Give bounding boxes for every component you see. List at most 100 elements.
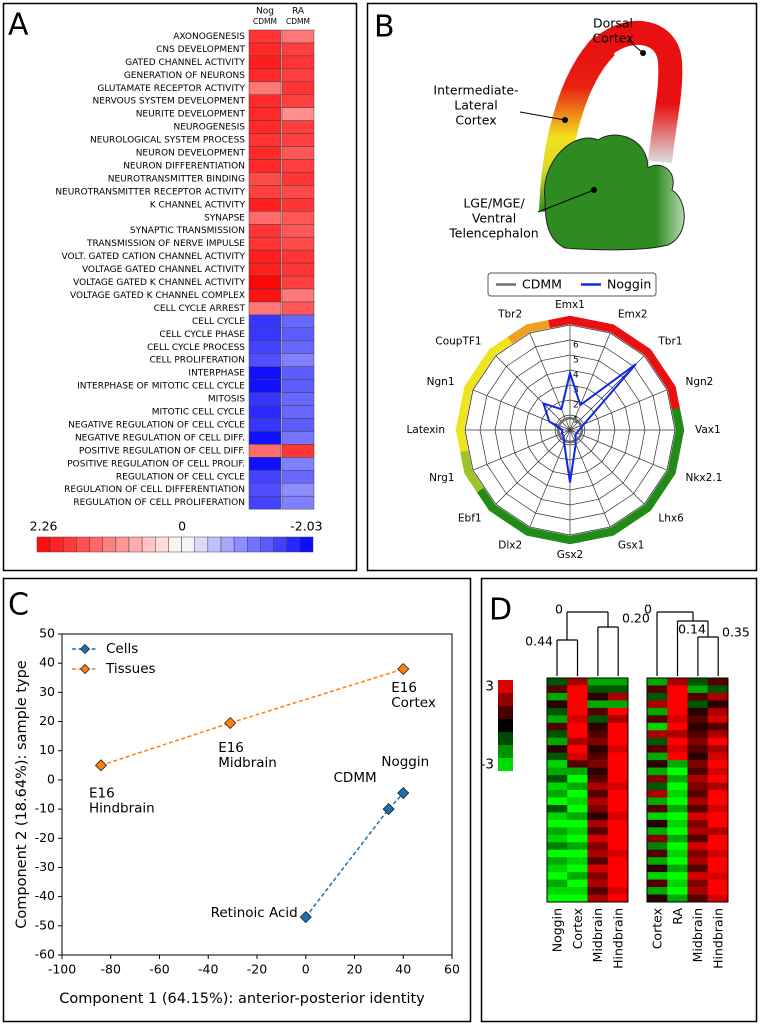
- heat-cell: [547, 722, 568, 731]
- heat-cell: [667, 857, 688, 865]
- row-label: VOLTAGE GATED K CHANNEL COMPLEX: [70, 291, 245, 301]
- colorbar-cell: [498, 732, 513, 745]
- heat-cell: [667, 872, 688, 880]
- heat-cell: [607, 834, 629, 843]
- heat-cell: [607, 849, 629, 858]
- heat-cell: [687, 760, 709, 768]
- heat-cell: [707, 894, 729, 903]
- heat-cell: [248, 172, 282, 186]
- point-label: E16: [89, 785, 115, 801]
- heat-cell: [248, 470, 282, 484]
- heat-cell: [547, 685, 568, 694]
- heat-cell: [547, 879, 568, 888]
- heat-cell: [607, 797, 629, 806]
- y-tick-label: 10: [39, 742, 55, 757]
- heat-cell: [687, 745, 709, 753]
- heat-cell: [607, 700, 629, 709]
- region-label: LGE/MGE/: [463, 196, 525, 211]
- colorbar-cell: [141, 536, 156, 553]
- category-label: CoupTF1: [435, 336, 481, 348]
- heat-cell: [567, 760, 588, 768]
- heat-cell: [248, 81, 282, 96]
- column-label: Cortex: [650, 908, 665, 949]
- heat-cell: [587, 790, 609, 798]
- heat-cell: [587, 685, 609, 694]
- heat-cell: [248, 249, 282, 264]
- heat-cell: [281, 340, 315, 354]
- column-sublabel: CDMM: [286, 17, 310, 26]
- heat-cell: [687, 752, 709, 761]
- heat-cell: [687, 782, 709, 791]
- dorsal-band: [596, 21, 683, 164]
- heat-cell: [607, 812, 629, 821]
- heat-cell: [667, 767, 688, 776]
- heat-cell: [281, 81, 315, 96]
- heat-cell: [667, 730, 688, 739]
- column-label: Hindbrain: [610, 908, 625, 969]
- heat-cell: [567, 894, 588, 903]
- heat-cell: [587, 707, 609, 716]
- heat-cell: [281, 353, 315, 367]
- dendrogram-label: 0.35: [722, 625, 750, 640]
- row-label: MITOSIS: [208, 395, 245, 405]
- heat-cell: [667, 707, 688, 716]
- row-label: CELL CYCLE: [192, 317, 245, 327]
- region-label: Intermediate-: [433, 83, 518, 98]
- radar-line: [541, 363, 637, 483]
- heat-cell: [281, 146, 315, 160]
- heat-cell: [707, 692, 729, 701]
- colorbar-cell: [128, 536, 143, 553]
- heat-cell: [587, 775, 609, 783]
- legend-label: CDMM: [522, 277, 562, 292]
- heat-cell: [547, 894, 568, 903]
- row-label: POSITIVE REGULATION OF CELL PROLIF.: [67, 459, 245, 469]
- heat-cell: [707, 707, 729, 716]
- heat-cell: [281, 366, 315, 380]
- heat-cell: [567, 819, 588, 828]
- row-label: VOLTAGE GATED CHANNEL ACTIVITY: [82, 265, 246, 275]
- data-point: [299, 910, 312, 924]
- heat-cell: [281, 211, 315, 225]
- region-ring: [589, 516, 633, 540]
- heat-cell: [647, 730, 668, 739]
- point-label: Midbrain: [218, 755, 277, 771]
- heat-cell: [248, 431, 282, 445]
- heat-cell: [587, 864, 609, 873]
- legend-label: Noggin: [607, 277, 651, 292]
- heat-cell: [547, 692, 568, 701]
- heat-cell: [281, 470, 315, 484]
- heat-cell: [587, 804, 609, 813]
- heat-cell: [687, 849, 709, 858]
- heat-cell: [667, 849, 688, 858]
- heat-cell: [281, 314, 315, 329]
- heat-cell: [281, 392, 315, 406]
- heat-cell: [281, 159, 315, 173]
- heat-cell: [687, 692, 709, 701]
- heat-cell: [248, 236, 282, 251]
- heat-cell: [667, 722, 688, 731]
- heat-cell: [248, 94, 282, 108]
- heatmap-frame: [646, 677, 729, 903]
- heat-cell: [687, 812, 709, 821]
- heat-cell: [547, 775, 568, 783]
- heat-cell: [647, 879, 668, 888]
- heat-cell: [707, 827, 729, 836]
- region-label: Cortex: [592, 31, 633, 46]
- heat-cell: [281, 457, 315, 471]
- heat-cell: [567, 730, 588, 739]
- data-point: [224, 716, 237, 730]
- region-ring: [507, 320, 551, 344]
- row-label: CELL PROLIFERATION: [150, 356, 245, 366]
- row-label: VOLTAGE GATED K CHANNEL ACTIVITY: [73, 278, 245, 288]
- heat-cell: [687, 737, 709, 746]
- heat-cell: [281, 29, 315, 44]
- heat-cell: [248, 55, 282, 70]
- heat-cell: [687, 715, 709, 724]
- grid-ring: [464, 324, 676, 536]
- x-tick-label: 20: [347, 962, 363, 977]
- y-tick-label: 40: [39, 655, 55, 670]
- heat-cell: [707, 745, 729, 753]
- heat-cell: [547, 887, 568, 895]
- heat-cell: [567, 864, 588, 873]
- row-label: INTERPHASE OF MITOTIC CELL CYCLE: [77, 382, 245, 392]
